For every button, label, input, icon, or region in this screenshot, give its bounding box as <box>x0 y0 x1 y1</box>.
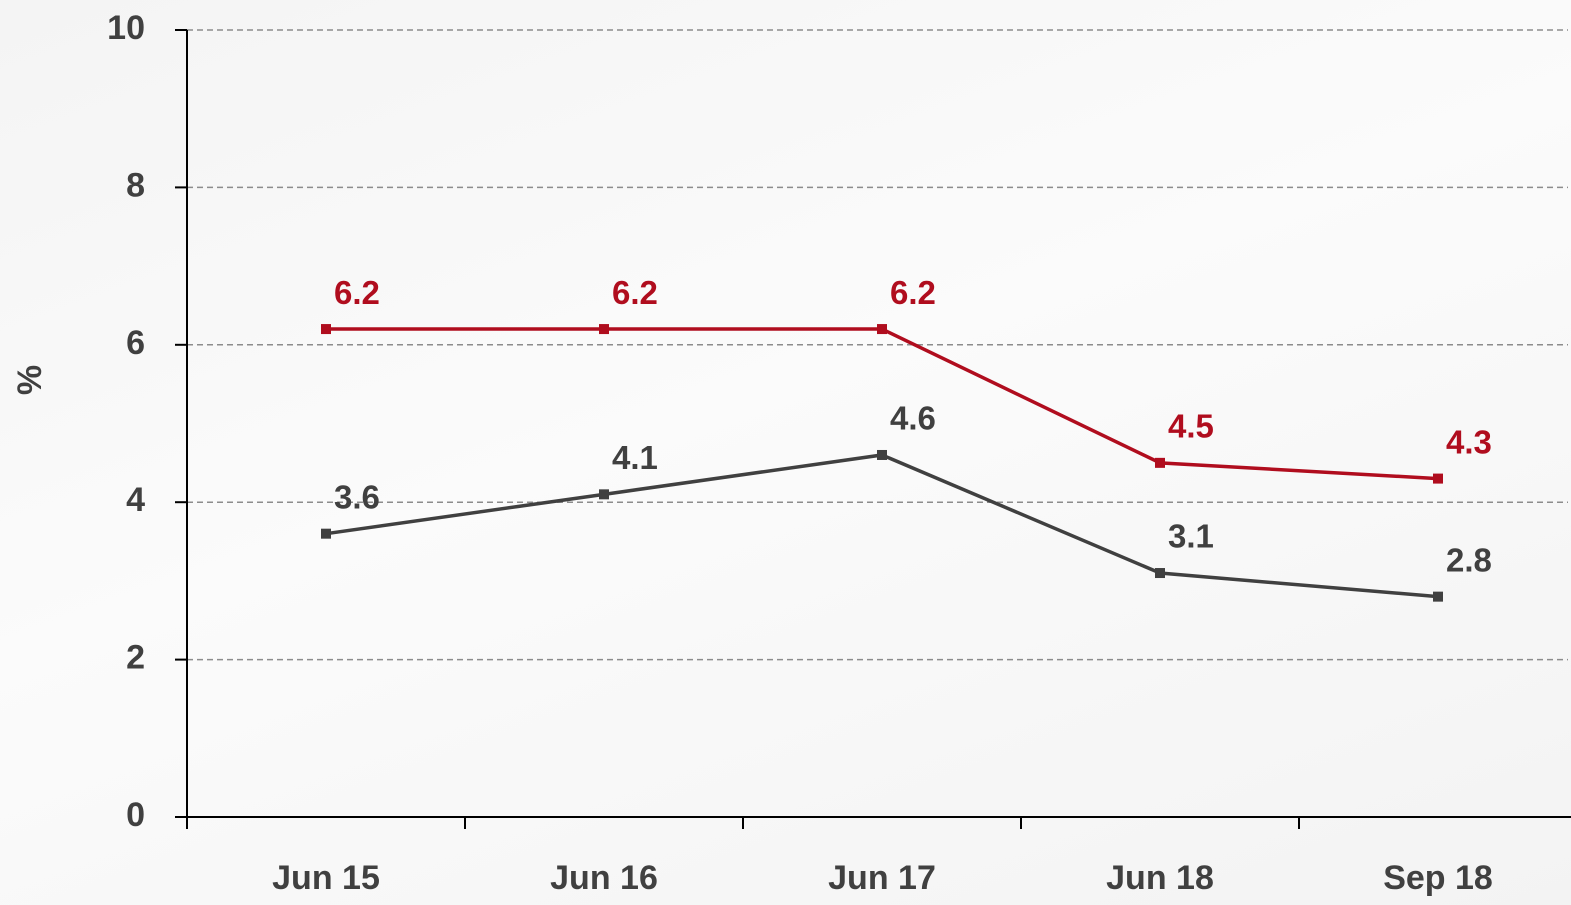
point-marker <box>1155 457 1165 468</box>
point-marker <box>1433 473 1443 484</box>
point-marker <box>599 324 609 335</box>
data-label: 3.6 <box>334 478 380 515</box>
y-tick-label: 10 <box>107 9 145 47</box>
y-tick-label: 0 <box>126 796 145 834</box>
x-tick-label: Jun 17 <box>828 859 936 897</box>
x-tick-label: Jun 18 <box>1106 859 1214 897</box>
point-marker <box>321 528 331 539</box>
y-tick-label: 8 <box>126 166 145 204</box>
point-marker <box>321 324 331 335</box>
data-label: 6.2 <box>334 274 380 311</box>
point-marker <box>1155 568 1165 579</box>
y-tick-label: 6 <box>126 324 145 362</box>
data-label: 4.6 <box>890 400 936 437</box>
data-label: 6.2 <box>612 274 658 311</box>
data-label: 4.1 <box>612 439 658 476</box>
data-label: 4.3 <box>1446 423 1492 460</box>
y-tick-label: 4 <box>126 481 145 519</box>
data-label: 2.8 <box>1446 541 1492 578</box>
x-tick-label: Sep 18 <box>1383 859 1493 897</box>
x-tick-label: Jun 16 <box>550 859 658 897</box>
point-marker <box>599 489 609 500</box>
x-tick-label: Jun 15 <box>272 859 380 897</box>
data-label: 6.2 <box>890 274 936 311</box>
data-label: 3.1 <box>1168 518 1214 555</box>
point-marker <box>877 324 887 335</box>
point-marker <box>877 449 887 460</box>
series-line <box>325 453 1439 599</box>
data-label: 4.5 <box>1168 408 1214 445</box>
y-tick-label: 2 <box>126 639 145 677</box>
y-axis-label: % <box>11 365 49 395</box>
point-marker <box>1433 591 1443 602</box>
